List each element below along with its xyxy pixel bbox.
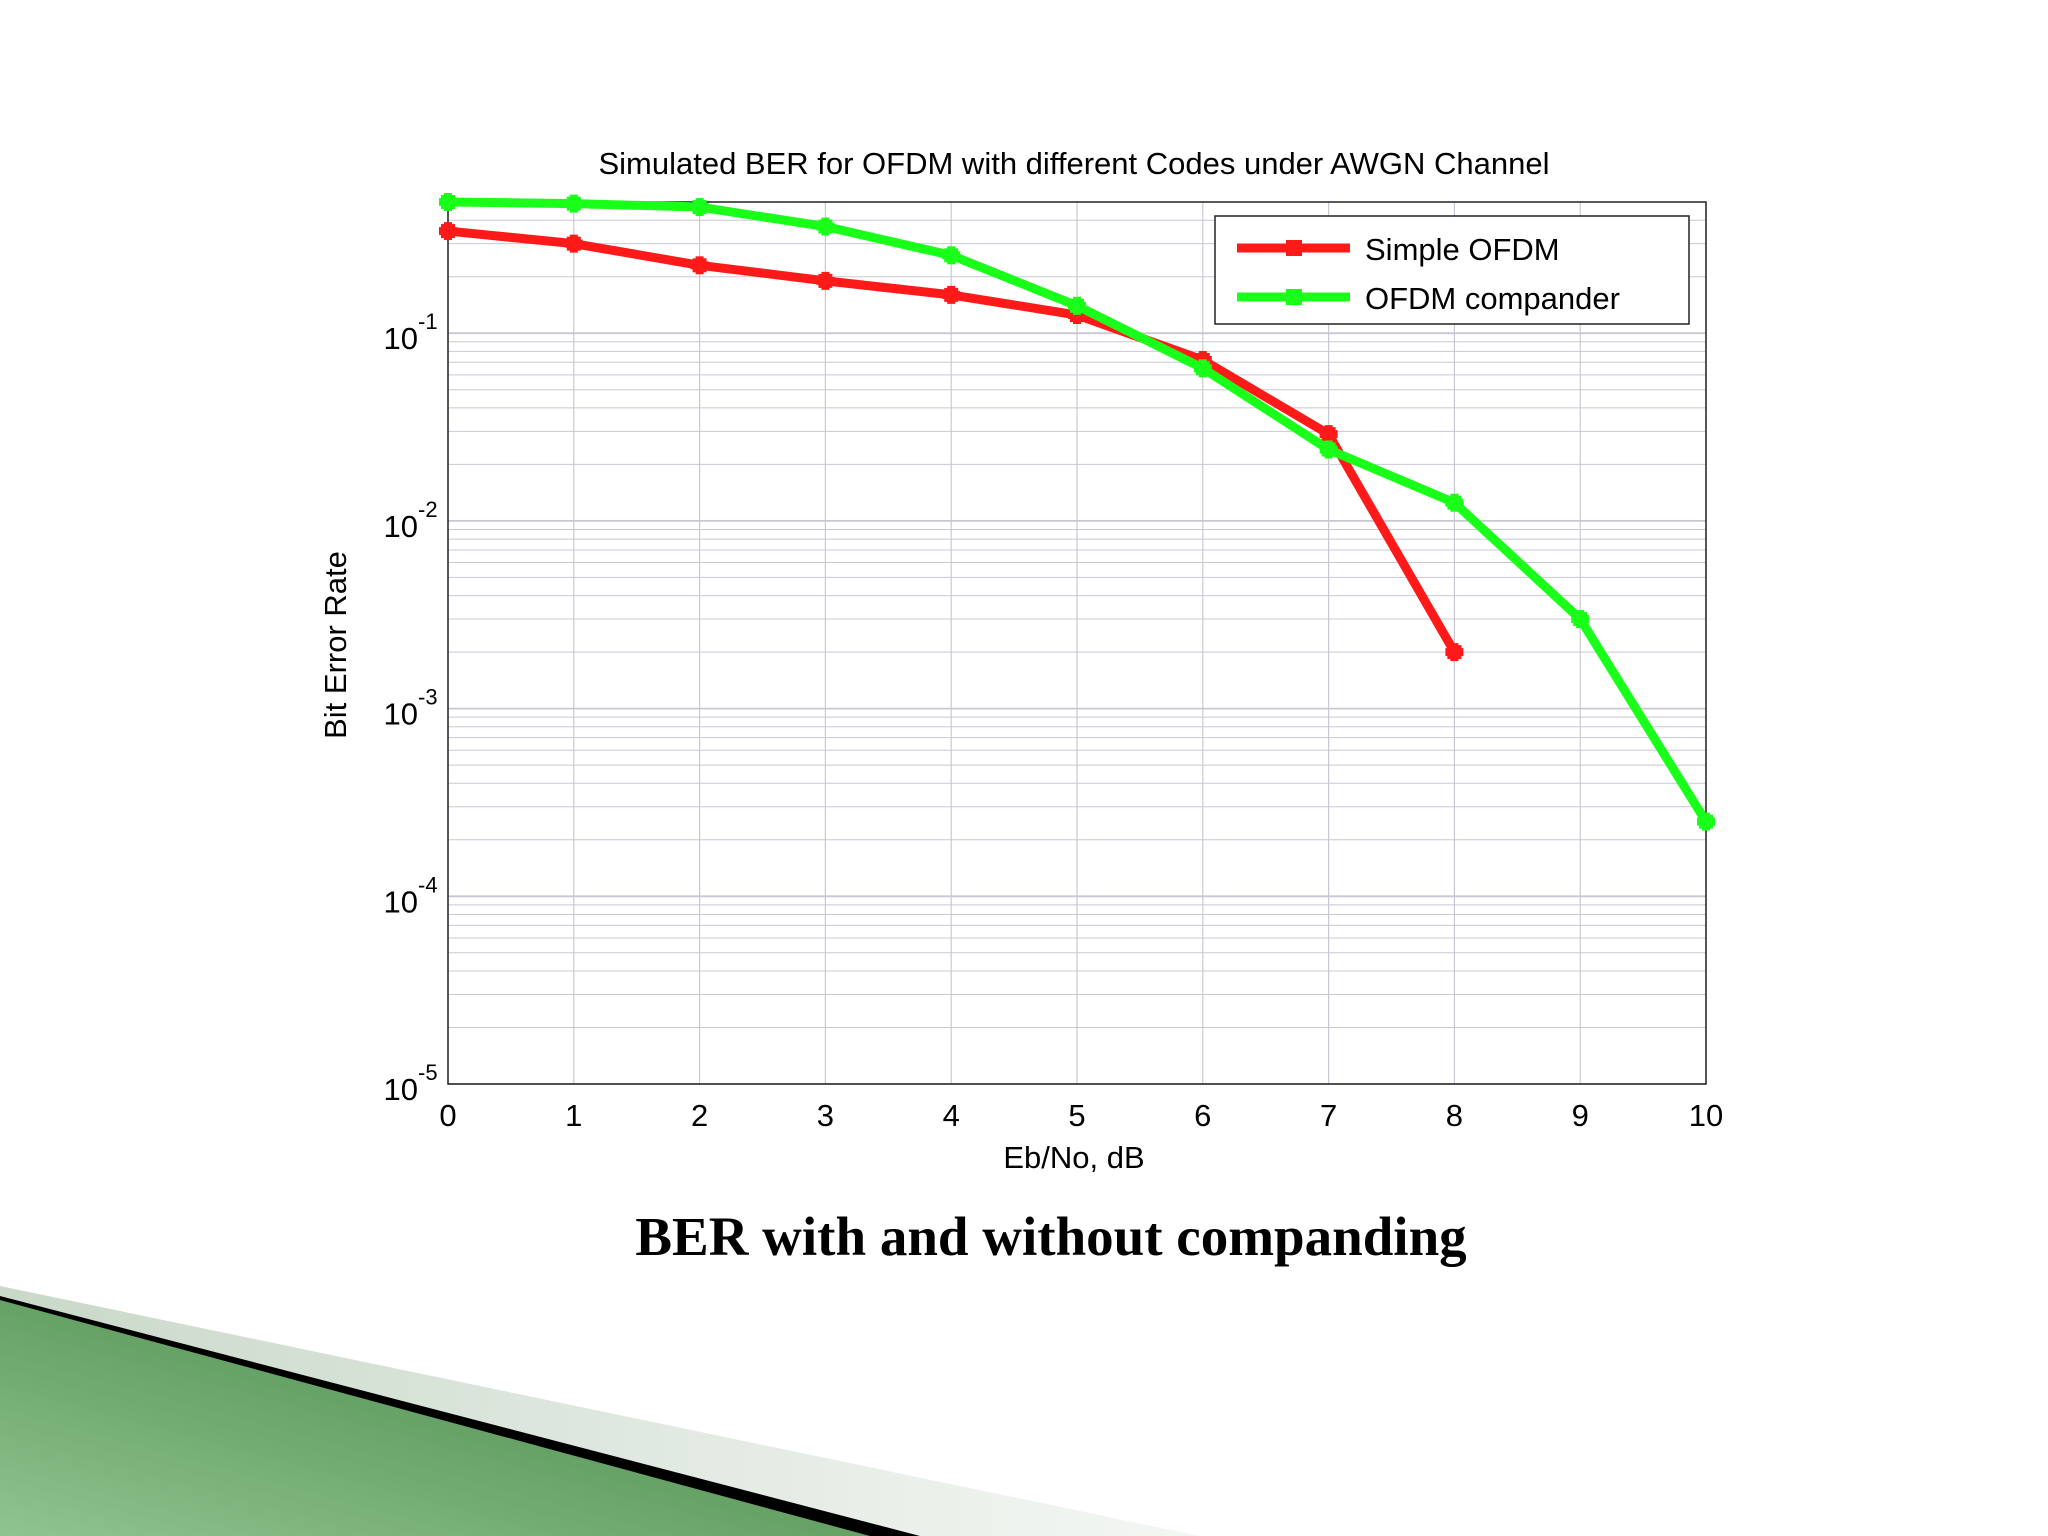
- y-axis-label: Bit Error Rate: [318, 551, 353, 739]
- y-tick-exponent: -1: [418, 309, 438, 334]
- x-tick-label: 3: [817, 1098, 834, 1133]
- series-1-point: [1445, 493, 1464, 512]
- series-0-point: [942, 285, 961, 304]
- chart-title: Simulated BER for OFDM with different Co…: [598, 146, 1549, 181]
- series-0-point: [1319, 425, 1338, 444]
- banner-green-band: [0, 1300, 870, 1536]
- legend-label-simple-ofdm: Simple OFDM: [1365, 232, 1560, 267]
- series-1-point: [1193, 359, 1212, 378]
- x-axis-label: Eb/No, dB: [1003, 1140, 1144, 1175]
- y-tick-exponent: -2: [418, 497, 438, 522]
- series-0-point: [439, 222, 457, 241]
- x-tick-label: 5: [1068, 1098, 1085, 1133]
- x-tick-label: 10: [1689, 1098, 1723, 1133]
- y-tick-label: 10: [384, 1072, 418, 1107]
- y-tick-label: 10: [384, 697, 418, 732]
- series-1-point: [1697, 812, 1715, 831]
- series-0-point: [564, 234, 583, 253]
- legend-marker-simple-ofdm: [1286, 240, 1302, 256]
- y-tick-label: 10: [384, 884, 418, 919]
- series-lines: [439, 193, 1715, 831]
- x-tick-label: 9: [1572, 1098, 1589, 1133]
- series-0-point: [690, 256, 709, 275]
- x-tick-labels: 0 1 2 3 4 5 6 7 8 9 10: [439, 1098, 1723, 1133]
- x-tick-label: 6: [1194, 1098, 1211, 1133]
- x-tick-label: 0: [439, 1098, 456, 1133]
- series-1-point: [942, 246, 961, 265]
- y-tick-exponent: -3: [418, 685, 438, 710]
- x-tick-label: 8: [1446, 1098, 1463, 1133]
- series-0-point: [816, 271, 835, 290]
- series-0-point: [1445, 643, 1464, 662]
- x-tick-label: 4: [943, 1098, 960, 1133]
- y-tick-label: 10: [384, 509, 418, 544]
- x-tick-label: 7: [1320, 1098, 1337, 1133]
- y-tick-label: 10: [384, 321, 418, 356]
- slide-caption: BER with and without companding: [635, 1206, 1467, 1267]
- series-1-point: [439, 193, 457, 211]
- series-1-point: [1319, 440, 1338, 459]
- x-tick-label: 2: [691, 1098, 708, 1133]
- series-1-point: [1068, 296, 1086, 315]
- series-1-point: [564, 194, 583, 213]
- legend-label-ofdm-compander: OFDM compander: [1365, 281, 1620, 316]
- legend-marker-ofdm-compander: [1286, 289, 1302, 305]
- series-1-point: [1571, 610, 1590, 629]
- plot-area-frame: [447, 201, 1707, 1085]
- series-1-point: [690, 198, 709, 217]
- y-tick-labels: 10-110-210-310-410-5: [384, 309, 438, 1107]
- y-tick-exponent: -5: [418, 1060, 438, 1085]
- y-tick-exponent: -4: [418, 872, 438, 897]
- x-tick-label: 1: [565, 1098, 582, 1133]
- series-1-point: [816, 217, 835, 236]
- legend-box: [1214, 215, 1690, 325]
- grid-lines: [447, 201, 1707, 1085]
- legend: Simple OFDM OFDM compander: [1214, 215, 1690, 325]
